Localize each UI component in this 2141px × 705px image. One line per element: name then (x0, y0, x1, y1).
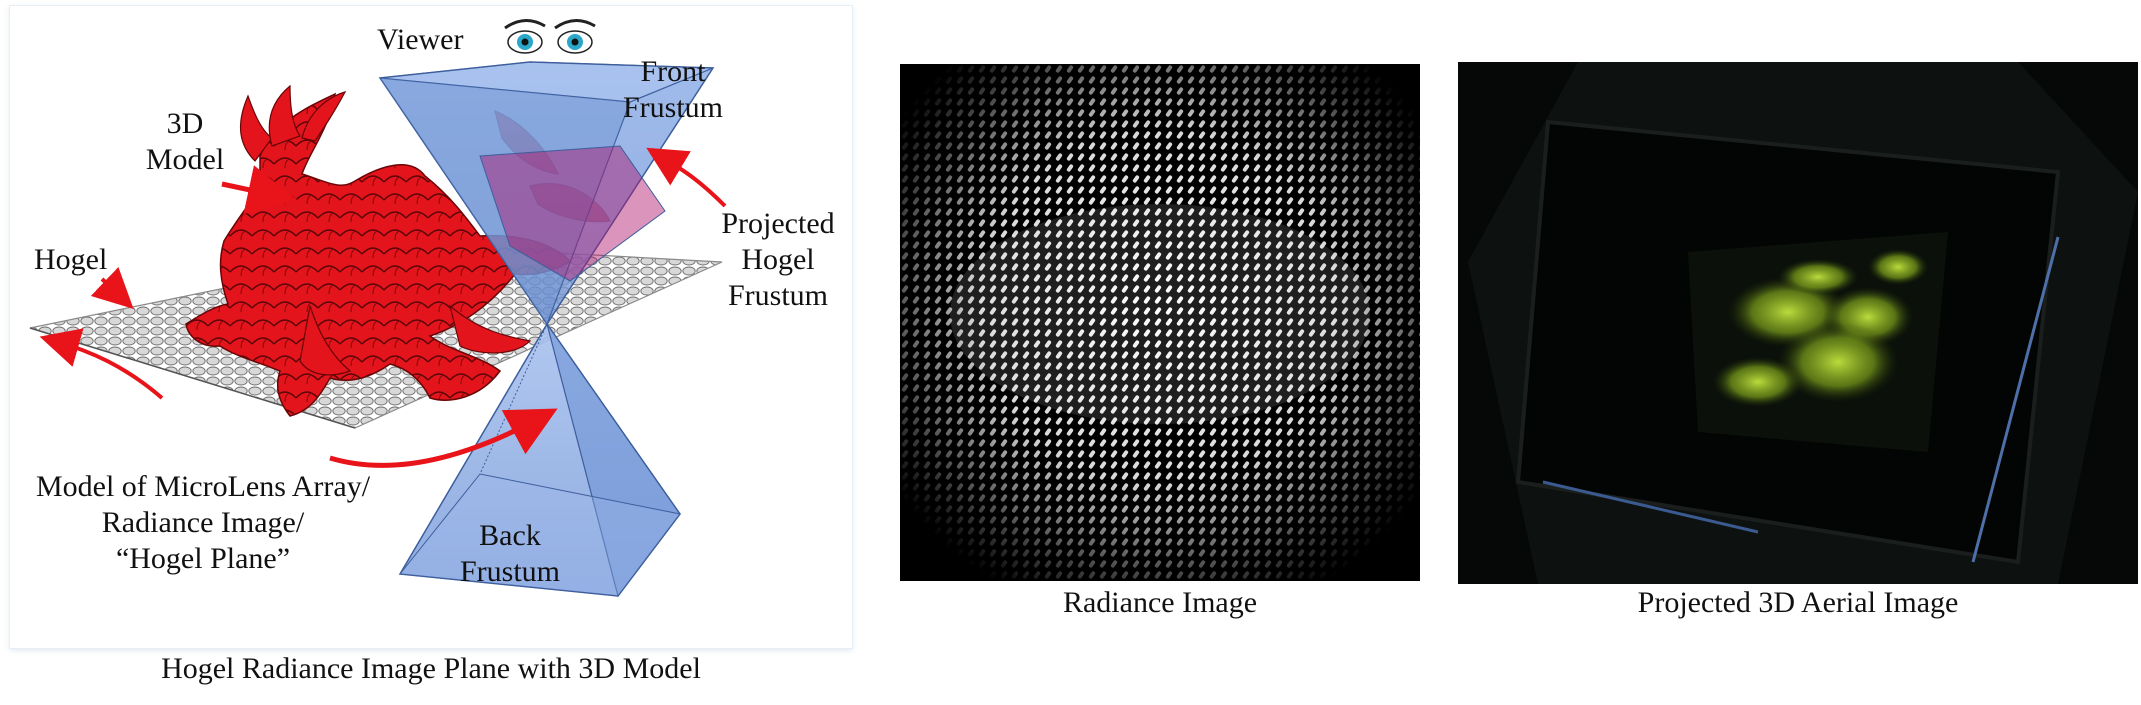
aerial-image-caption: Projected 3D Aerial Image (1637, 586, 1959, 619)
viewer-label: Viewer (377, 23, 464, 56)
hogel-diagram-caption: Hogel Radiance Image Plane with 3D Model (161, 652, 701, 685)
hogel-label: Hogel (34, 243, 108, 276)
front-frustum (378, 61, 715, 326)
aerial-image (1458, 62, 2138, 584)
model-3d-label: 3D Model (145, 107, 225, 176)
radiance-image-caption: Radiance Image (1062, 586, 1258, 619)
viewer-eyes-icon (504, 19, 596, 54)
projected-hogel-frustum (479, 145, 666, 282)
microlens-array-label: Model of MicroLens Array/ Radiance Image… (35, 470, 371, 575)
aerial-dragon-glow (1713, 249, 1928, 407)
front-frustum-label: Front Frustum (622, 55, 724, 124)
back-frustum-label: Back Frustum (459, 519, 561, 588)
hogel-diagram (29, 19, 727, 598)
aerial-image-canvas (1458, 62, 2138, 584)
hogel-diagram-panel: Viewer Front Frustum 3D Model Hogel Proj… (10, 6, 852, 648)
microlens-arrow (329, 408, 558, 468)
projected-hogel-frustum-label: Projected Hogel Frustum (721, 207, 835, 312)
radiance-image-canvas (900, 64, 1420, 581)
model-arrow (221, 165, 298, 215)
plane-corner-arrow (39, 328, 164, 400)
back-frustum (398, 322, 681, 598)
projected-frustum-arrow (646, 147, 727, 208)
hogel-arrow (90, 266, 134, 310)
radiance-image (900, 64, 1420, 581)
